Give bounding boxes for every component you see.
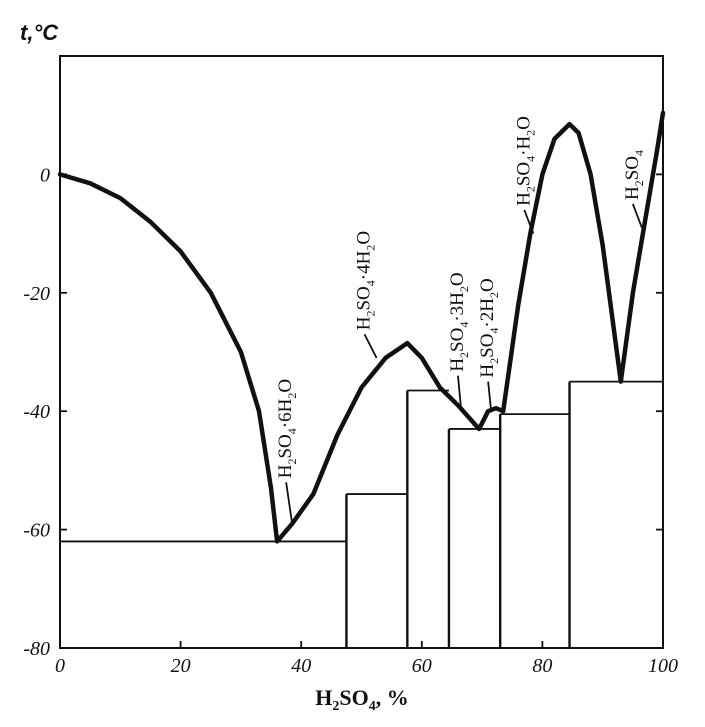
x-tick-label-3: 60 [412,655,432,677]
y-axis-ticks: 0 -20 -40 -60 -80 [23,164,663,660]
liquidus-curve [57,110,666,544]
annotation-group-4: H2SO4·H2O [513,116,537,206]
y-tick-label-3: -60 [23,520,50,542]
annotation-leader-3 [487,381,493,412]
y-axis-label: t,°C [20,20,59,45]
annotation-group-1: H2SO4·4H2O [354,231,378,330]
annotation-leader-2 [457,375,462,409]
annotation-leader-1 [363,333,378,359]
y-tick-label-1: -20 [23,283,50,305]
y-tick-label-4: -80 [23,638,50,660]
annotation-leader-5 [632,203,643,229]
annotation-group-3: H2SO4·2H2O [477,278,501,377]
x-tick-label-4: 80 [532,655,552,677]
y-tick-label-0: 0 [40,164,50,186]
annotation-label-4: H2SO4·H2O [513,116,537,206]
annotation-label-2: H2SO4·3H2O [447,272,471,371]
solidus-lines [60,380,663,543]
plot-frame [59,55,664,649]
compound-annotations: H2SO4·6H2O H2SO4·4H2O H2SO4·3H2OH2SO4·2H2O… [275,116,646,524]
y-tick-label-2: -40 [23,401,50,423]
annotation-label-3: H2SO4·2H2O [477,278,501,377]
x-tick-label-5: 100 [648,655,678,677]
annotation-leader-0 [285,482,294,524]
x-axis-ticks: 0 20 40 60 80 100 [55,641,678,677]
x-tick-label-2: 40 [291,655,311,677]
annotation-group-0: H2SO4·6H2O [275,379,299,478]
annotation-label-5: H2SO4 [622,150,646,200]
x-tick-label-0: 0 [55,655,65,677]
annotation-group-2: H2SO4·3H2O [447,272,471,371]
x-axis-label: H2SO4, % [315,685,408,714]
x-tick-label-1: 20 [171,655,191,677]
annotation-leader-4 [523,209,535,234]
annotation-label-1: H2SO4·4H2O [354,231,378,330]
annotation-label-0: H2SO4·6H2O [275,379,299,478]
annotation-group-5: H2SO4 [622,150,646,200]
compound-lines [345,381,571,648]
